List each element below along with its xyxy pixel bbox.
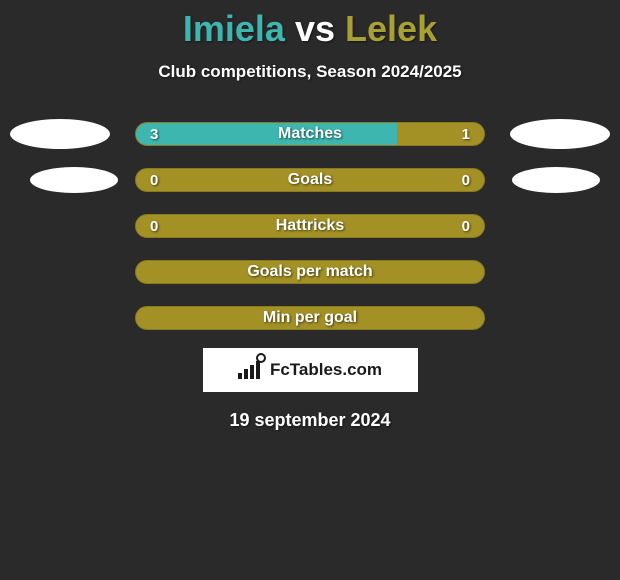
stat-row: 3Matches1 [0, 122, 620, 146]
stat-bar: 3Matches1 [135, 122, 485, 146]
stat-label: Matches [136, 125, 484, 143]
date-label: 19 september 2024 [0, 410, 620, 431]
logo-box: FcTables.com [203, 348, 418, 392]
stat-label: Goals [136, 171, 484, 189]
logo-bar-icon [244, 369, 248, 379]
logo-text: FcTables.com [270, 360, 382, 380]
stat-row: Goals per match [0, 260, 620, 284]
player1-photo-placeholder [10, 119, 110, 149]
stats-list: 3Matches10Goals00Hattricks0Goals per mat… [0, 122, 620, 330]
stat-row: 0Hattricks0 [0, 214, 620, 238]
vs-text: vs [295, 8, 335, 49]
stat-label: Goals per match [136, 263, 484, 281]
logo-bar-icon [256, 361, 260, 379]
stat-label: Min per goal [136, 309, 484, 327]
stat-bar: Goals per match [135, 260, 485, 284]
stat-bar: 0Hattricks0 [135, 214, 485, 238]
stat-label: Hattricks [136, 217, 484, 235]
stat-value-right: 0 [462, 172, 470, 189]
logo-bar-icon [250, 365, 254, 379]
page-title: Imiela vs Lelek [0, 0, 620, 50]
subtitle: Club competitions, Season 2024/2025 [0, 62, 620, 82]
logo-bar-icon [238, 373, 242, 379]
comparison-card: Imiela vs Lelek Club competitions, Seaso… [0, 0, 620, 580]
stat-row: Min per goal [0, 306, 620, 330]
logo-ball-icon [256, 353, 266, 363]
player2-name: Lelek [345, 8, 437, 49]
stat-value-right: 0 [462, 218, 470, 235]
player2-photo-placeholder [512, 167, 600, 193]
stat-value-right: 1 [462, 126, 470, 143]
player2-photo-placeholder [510, 119, 610, 149]
logo-chart-icon [238, 361, 260, 379]
player1-photo-placeholder [30, 167, 118, 193]
stat-bar: 0Goals0 [135, 168, 485, 192]
stat-bar: Min per goal [135, 306, 485, 330]
player1-name: Imiela [183, 8, 285, 49]
stat-row: 0Goals0 [0, 168, 620, 192]
